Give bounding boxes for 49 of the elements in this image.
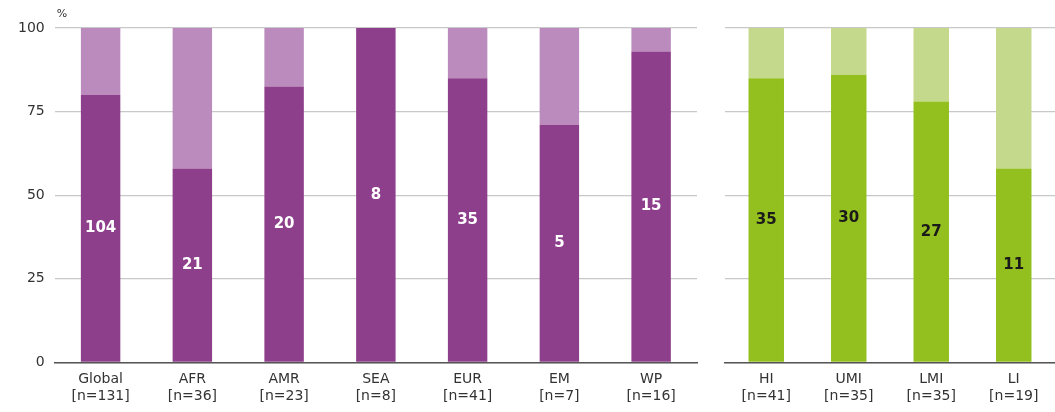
bar <box>447 78 488 362</box>
x-tick-label: LMI [n=35] <box>906 370 956 404</box>
annotation: 11 <box>1003 255 1025 274</box>
bar <box>80 94 121 362</box>
annotation: 104 <box>84 218 117 237</box>
bar <box>80 28 121 95</box>
x-tick-label: LI [n=19] <box>989 370 1039 404</box>
bar <box>748 28 784 79</box>
x-tick-label: WP [n=16] <box>626 370 676 404</box>
bar <box>748 78 784 362</box>
x-tick-label: SEA [n=8] <box>355 370 397 404</box>
bar <box>356 28 396 362</box>
x-tick-label: Global [n=131] <box>71 370 130 404</box>
y-tick-label: 50 <box>26 185 45 202</box>
annotation: 8 <box>370 184 382 203</box>
bar <box>539 28 580 125</box>
annotation: 27 <box>920 221 942 240</box>
bar <box>172 28 213 169</box>
bar <box>831 28 867 75</box>
bar <box>996 28 1032 169</box>
bar <box>172 168 213 362</box>
annotation: 30 <box>838 208 860 227</box>
bar <box>264 28 304 87</box>
y-axis-title: % <box>56 7 68 21</box>
annotation: 35 <box>755 209 777 228</box>
bar <box>447 28 488 79</box>
x-tick-label: EM [n=7] <box>539 370 580 404</box>
x-tick-label: EUR [n=41] <box>442 370 493 404</box>
bar <box>264 86 304 362</box>
x-tick-label: HI [n=41] <box>741 370 791 404</box>
annotation: 20 <box>273 214 295 233</box>
bar <box>831 74 867 362</box>
x-tick-label: AMR [n=23] <box>259 370 309 404</box>
y-tick-label: 25 <box>26 269 45 286</box>
annotation: 21 <box>181 255 203 274</box>
bar <box>631 28 671 52</box>
bar <box>539 124 580 362</box>
annotation: 15 <box>640 196 662 215</box>
bar <box>913 101 949 362</box>
y-tick-label: 75 <box>26 102 45 119</box>
y-tick-label: 0 <box>35 353 45 370</box>
x-tick-label: AFR [n=36] <box>167 370 218 404</box>
bar <box>996 168 1032 362</box>
y-tick-label: 100 <box>17 18 45 35</box>
bar <box>913 28 949 102</box>
annotation: 5 <box>554 233 565 252</box>
annotation: 35 <box>457 209 479 228</box>
bar <box>631 51 671 362</box>
x-tick-label: UMI [n=35] <box>824 370 874 404</box>
